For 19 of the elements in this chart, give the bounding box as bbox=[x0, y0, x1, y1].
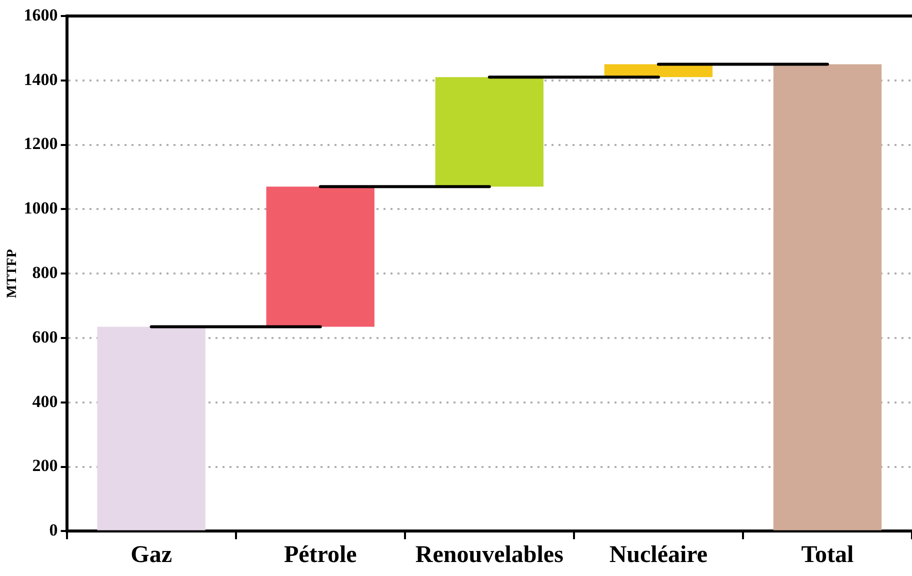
y-tick-label: 600 bbox=[32, 327, 58, 346]
x-tick-label: Renouvelables bbox=[415, 542, 564, 568]
x-tick-label: Gaz bbox=[130, 542, 172, 568]
y-tick-label: 1000 bbox=[24, 198, 58, 218]
y-tick-label: 200 bbox=[32, 456, 58, 476]
y-tick-label: 400 bbox=[32, 392, 58, 411]
bar bbox=[773, 64, 882, 530]
bar bbox=[266, 186, 374, 327]
bar bbox=[435, 77, 544, 187]
y-tick-label: 0 bbox=[49, 520, 58, 540]
x-tick-label: Total bbox=[801, 542, 854, 568]
y-tick-label: 800 bbox=[32, 262, 58, 282]
bar bbox=[97, 326, 206, 530]
y-tick-label: 1400 bbox=[24, 70, 58, 89]
y-axis-title: MTTFP bbox=[5, 248, 20, 298]
y-tick-label: 1200 bbox=[24, 134, 58, 154]
x-tick-label: Pétrole bbox=[284, 542, 358, 568]
y-tick-label: 1600 bbox=[24, 5, 58, 24]
x-tick-label: Nucléaire bbox=[609, 542, 708, 568]
